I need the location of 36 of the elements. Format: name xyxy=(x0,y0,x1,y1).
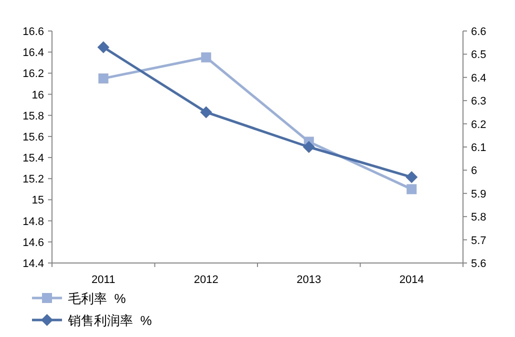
y-tick-label: 14.8 xyxy=(22,216,44,228)
x-tick-label: 2012 xyxy=(194,274,218,286)
x-tick-label: 2011 xyxy=(92,274,116,286)
y2-tick-label: 5.8 xyxy=(471,212,486,224)
y2-tick-label: 6.3 xyxy=(471,96,486,108)
y-tick-label: 16.4 xyxy=(22,47,44,60)
point xyxy=(406,184,417,194)
x-tick-label: 2013 xyxy=(296,274,322,286)
x-tick-label: 2014 xyxy=(399,274,424,286)
y-tick-label: 14.6 xyxy=(22,236,44,249)
point xyxy=(97,41,110,54)
y-tick-label: 14.4 xyxy=(22,258,44,270)
y2-tick-label: 6 xyxy=(471,165,478,178)
legend-label: 毛利率 % xyxy=(68,291,126,306)
y2-tick-label: 6.1 xyxy=(471,142,486,154)
point xyxy=(98,73,108,84)
y2-tick-label: 6.6 xyxy=(471,26,486,38)
point xyxy=(406,171,418,184)
y-tick-label: 15 xyxy=(32,194,44,207)
point xyxy=(200,106,212,118)
legend-label: 销售利润率 % xyxy=(67,313,152,328)
y2-tick-label: 6.5 xyxy=(471,49,486,62)
y-tick-label: 15.6 xyxy=(22,131,44,144)
point xyxy=(201,52,212,62)
y-tick-label: 16.2 xyxy=(22,68,44,80)
y-tick-label: 15.4 xyxy=(22,152,44,165)
y2-tick-label: 5.6 xyxy=(471,258,486,270)
y2-tick-label: 6.4 xyxy=(471,72,486,84)
y2-tick-label: 5.7 xyxy=(471,234,486,247)
y-tick-label: 15.2 xyxy=(22,174,44,186)
y-tick-label: 16.6 xyxy=(22,26,44,38)
point xyxy=(302,141,315,153)
y-tick-label: 15.8 xyxy=(22,110,44,122)
y2-tick-label: 6.2 xyxy=(471,118,486,131)
y-tick-label: 16 xyxy=(32,89,44,102)
y2-tick-label: 5.9 xyxy=(471,188,486,200)
